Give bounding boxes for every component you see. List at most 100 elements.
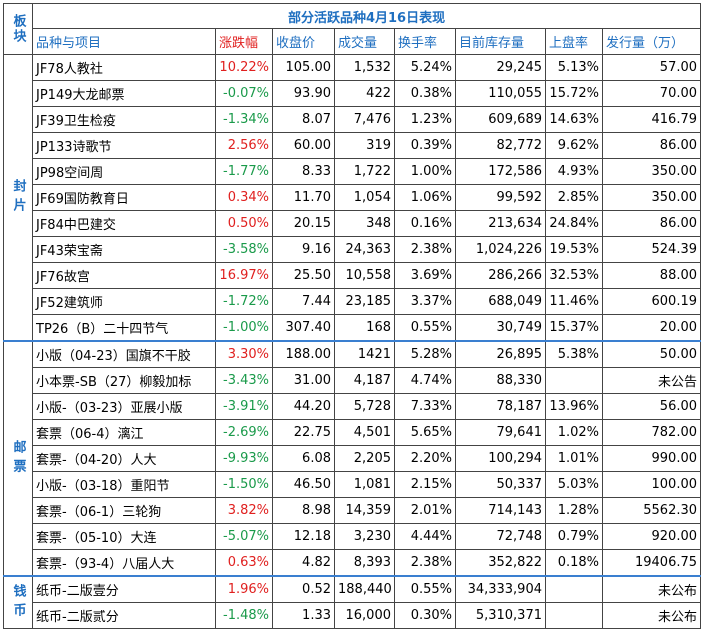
cell: 14,359 <box>334 497 395 524</box>
cell: 3.30% <box>215 340 273 368</box>
column-header: 目前库存量 <box>455 28 546 55</box>
cell: 5.03% <box>545 471 603 498</box>
item-name: 套票-（04-20）人大 <box>32 445 216 472</box>
column-header: 成交量 <box>334 28 395 55</box>
data-row: JF43荣宝斋 -3.58% 9.16 24,363 2.38% 1,024,226 19.… <box>4 236 702 263</box>
cell: 72,748 <box>455 523 546 550</box>
data-row: 纸币-二版贰分 -1.48% 1.33 16,000 0.30% 5,310,371 未公布 <box>4 602 702 629</box>
cell: 4.82 <box>272 549 335 577</box>
cell: 2.01% <box>394 497 456 524</box>
cell: 319 <box>334 132 395 159</box>
cell: 213,634 <box>455 210 546 237</box>
cell: 188.00 <box>272 340 335 368</box>
item-name: 纸币-二版贰分 <box>32 602 216 629</box>
cell: 60.00 <box>272 132 335 159</box>
cell: 8.07 <box>272 106 335 133</box>
column-header: 上盘率 <box>545 28 603 55</box>
item-name: JP133诗歌节 <box>32 132 216 159</box>
cell: 10.22% <box>215 54 273 81</box>
cell: 15.72% <box>545 80 603 107</box>
cell: 14.63% <box>545 106 603 133</box>
cell: 34,333,904 <box>455 575 546 603</box>
cell: 7.33% <box>394 393 456 420</box>
cell: 0.34% <box>215 184 273 211</box>
cell: 609,689 <box>455 106 546 133</box>
cell: 未公布 <box>601 575 702 603</box>
cell: -0.07% <box>215 80 273 107</box>
cell: 29,245 <box>455 54 546 81</box>
data-row: JF39卫生检疫 -1.34% 8.07 7,476 1.23% 609,689 14.63… <box>4 106 702 133</box>
cell: 1.33 <box>272 602 335 629</box>
cell: 5.13% <box>545 54 603 81</box>
item-name: 小本票-SB（27）柳毅加标 <box>32 367 216 394</box>
cell: 44.20 <box>272 393 335 420</box>
data-row: 小版-（03-23）亚展小版 -3.91% 44.20 5,728 7.33% 78,18… <box>4 393 702 420</box>
cell: 352,822 <box>455 549 546 577</box>
cell: 50,337 <box>455 471 546 498</box>
cell: -1.48% <box>215 602 273 629</box>
cell: 16.97% <box>215 262 273 289</box>
cell: 32.53% <box>545 262 603 289</box>
cell: 99,592 <box>455 184 546 211</box>
cell: 172,586 <box>455 158 546 185</box>
cell: 0.50% <box>215 210 273 237</box>
cell: 286,266 <box>455 262 546 289</box>
cell: 6.08 <box>272 445 335 472</box>
cell: 50.00 <box>601 340 702 368</box>
cell: 4.74% <box>394 367 456 394</box>
cell: 23,185 <box>334 288 395 315</box>
cell: 2,205 <box>334 445 395 472</box>
item-name: 小版-（03-23）亚展小版 <box>32 393 216 420</box>
cell: 2.15% <box>394 471 456 498</box>
cell: 10,558 <box>334 262 395 289</box>
cell: 782.00 <box>601 419 702 446</box>
column-header: 换手率 <box>394 28 456 55</box>
cell: 5,728 <box>334 393 395 420</box>
data-row: JP133诗歌节 2.56% 60.00 319 0.39% 82,772 9.62% 86.… <box>4 132 702 159</box>
cell: 1,081 <box>334 471 395 498</box>
cell: 19.53% <box>545 236 603 263</box>
cell: 1.96% <box>215 575 273 603</box>
item-name: 小版-（03-18）重阳节 <box>32 471 216 498</box>
cell: 57.00 <box>601 54 702 81</box>
cell: -1.77% <box>215 158 273 185</box>
cell: 1.02% <box>545 419 603 446</box>
cell: 82,772 <box>455 132 546 159</box>
cell: 79,641 <box>455 419 546 446</box>
item-name: 套票-（06-1）三轮狗 <box>32 497 216 524</box>
cell: -9.93% <box>215 445 273 472</box>
item-name: TP26（B）二十四节气 <box>32 314 216 342</box>
cell: 8.98 <box>272 497 335 524</box>
cell: 0.55% <box>394 575 456 603</box>
cell: 11.46% <box>545 288 603 315</box>
table-body: 板块 部分活跃品种4月16日表现 品种与项目 涨跌幅 收盘价 成交量 换手率 目前库存量 上盘率… <box>3 3 702 629</box>
cell: 24,363 <box>334 236 395 263</box>
data-row: 套票-（06-1）三轮狗 3.82% 8.98 14,359 2.01% 714,143 1… <box>4 497 702 524</box>
item-name: JF78人教社 <box>32 54 216 81</box>
cell: 1.01% <box>545 445 603 472</box>
cell: 5.38% <box>545 340 603 368</box>
column-header: 发行量（万） <box>601 28 702 55</box>
item-name: JF84中巴建交 <box>32 210 216 237</box>
cell: 70.00 <box>601 80 702 107</box>
cell: 0.39% <box>394 132 456 159</box>
cell: 24.84% <box>545 210 603 237</box>
cell: 2.85% <box>545 184 603 211</box>
item-name: JP98空间周 <box>32 158 216 185</box>
cell: 86.00 <box>601 132 702 159</box>
cell: 5.24% <box>394 54 456 81</box>
data-row: JP149大龙邮票 -0.07% 93.90 422 0.38% 110,055 15.72… <box>4 80 702 107</box>
cell: 2.20% <box>394 445 456 472</box>
cell: 1,024,226 <box>455 236 546 263</box>
data-row: 套票-（04-20）人大 -9.93% 6.08 2,205 2.20% 100,294 1… <box>4 445 702 472</box>
cell: 8,393 <box>334 549 395 577</box>
cell: 350.00 <box>601 158 702 185</box>
cell: 920.00 <box>601 523 702 550</box>
group-header: 板块 <box>3 3 33 55</box>
data-row: 小本票-SB（27）柳毅加标 -3.43% 31.00 4,187 4.74% 88,33… <box>4 367 702 394</box>
cell: -2.69% <box>215 419 273 446</box>
cell: 1.23% <box>394 106 456 133</box>
cell: 93.90 <box>272 80 335 107</box>
cell: 25.50 <box>272 262 335 289</box>
